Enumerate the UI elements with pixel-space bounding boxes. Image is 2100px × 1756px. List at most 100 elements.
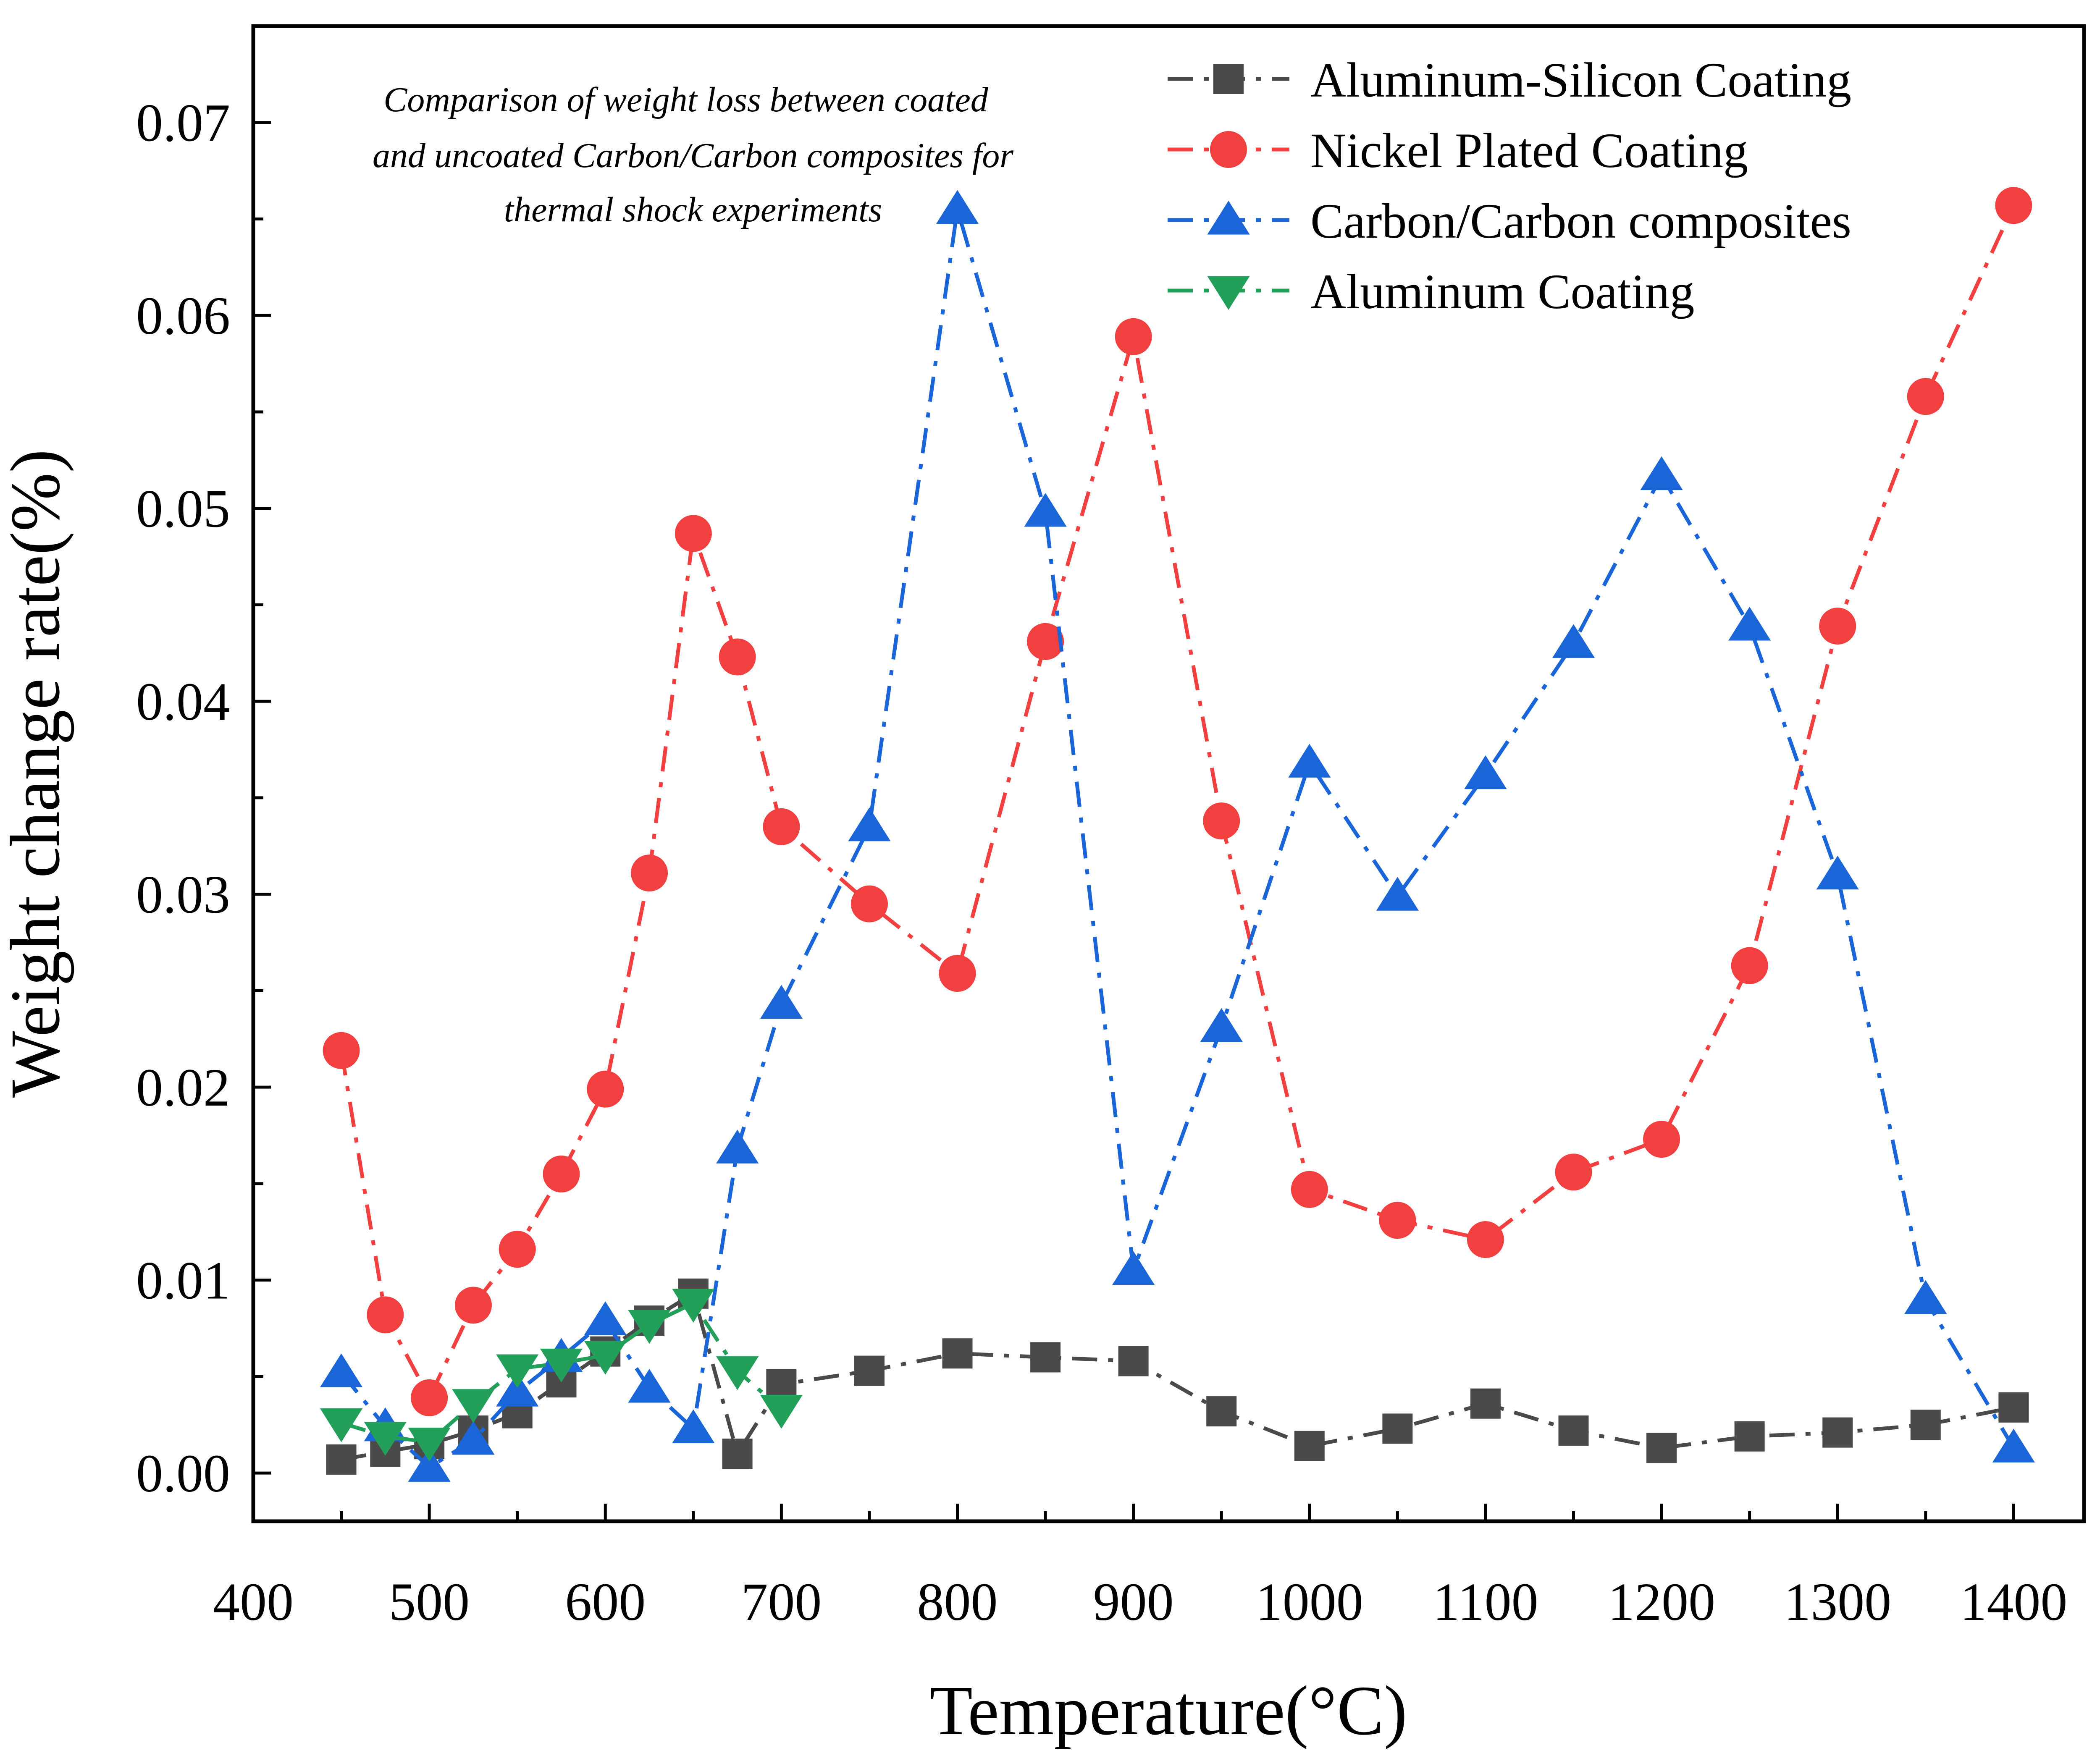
y-tick-label: 0.01 (136, 1251, 230, 1310)
data-point (1995, 187, 2032, 224)
data-point (1112, 1251, 1155, 1285)
plot-frame (251, 24, 2086, 1523)
x-tick-label: 1400 (1960, 1572, 2067, 1632)
data-point (1907, 378, 1944, 415)
legend-label: Aluminum Coating (1310, 264, 1695, 319)
y-axis-ticks: 0.00 0.01 0.02 0.03 0.04 0.05 0.06 0.07 (136, 93, 271, 1503)
annotation: Comparison of weight loss between coated… (373, 80, 1013, 229)
data-point (1646, 1433, 1677, 1463)
data-point (452, 1389, 495, 1423)
data-point (411, 1379, 448, 1416)
annotation-line-2: and uncoated Carbon/Carbon composites fo… (373, 136, 1013, 175)
x-tick-label: 400 (213, 1572, 294, 1632)
x-tick-label: 1100 (1433, 1572, 1538, 1632)
legend-label: Nickel Plated Coating (1310, 123, 1748, 178)
legend-marker (1207, 201, 1250, 235)
data-point (854, 1355, 885, 1386)
y-tick-label: 0.05 (136, 479, 230, 539)
y-tick-label: 0.02 (136, 1058, 230, 1117)
data-point (367, 1296, 404, 1334)
legend-item: Nickel Plated Coating (1168, 123, 1748, 178)
data-point (850, 885, 888, 923)
data-point (320, 1353, 363, 1387)
data-point (722, 1439, 753, 1469)
data-point (1115, 318, 1152, 355)
data-point (1643, 1121, 1680, 1158)
x-tick-label: 1000 (1256, 1572, 1363, 1632)
data-point (1291, 1171, 1328, 1208)
legend-marker (1207, 276, 1250, 310)
y-tick-label: 0.06 (136, 286, 230, 346)
x-tick-label: 700 (741, 1572, 822, 1632)
data-point (1992, 1428, 2035, 1462)
data-point (1464, 755, 1507, 789)
annotation-line-3: thermal shock experiments (504, 190, 882, 229)
series-layer (320, 187, 2035, 1482)
data-point (1640, 456, 1683, 490)
data-point (1558, 1415, 1589, 1446)
data-point (631, 854, 668, 892)
data-point (452, 1421, 495, 1455)
data-point (1027, 623, 1064, 660)
x-tick-label: 1200 (1608, 1572, 1715, 1632)
data-point (1118, 1346, 1149, 1376)
data-point (1030, 1342, 1061, 1373)
data-point (675, 515, 712, 552)
data-point (672, 1409, 715, 1443)
data-point (719, 638, 756, 676)
data-point (1467, 1221, 1504, 1258)
data-point (1552, 624, 1595, 658)
legend-item: Aluminum Coating (1168, 264, 1695, 319)
data-point (1206, 1396, 1237, 1427)
data-point (848, 807, 891, 841)
data-point (364, 1422, 407, 1456)
y-tick-label: 0.07 (136, 93, 230, 153)
data-point (1734, 1421, 1765, 1452)
data-point (716, 1356, 759, 1390)
data-point (1376, 877, 1419, 911)
x-tick-label: 900 (1093, 1572, 1174, 1632)
data-point (1555, 1153, 1592, 1191)
data-point (1910, 1410, 1941, 1440)
data-point (496, 1373, 539, 1407)
data-point (584, 1341, 627, 1375)
data-point (763, 808, 800, 845)
data-point (1816, 855, 1859, 890)
data-point (584, 1301, 627, 1335)
data-point (540, 1348, 583, 1383)
data-point (1024, 493, 1067, 527)
data-point (454, 1287, 492, 1324)
data-point (628, 1310, 671, 1344)
data-point (760, 985, 803, 1019)
data-point (942, 1338, 973, 1369)
data-point (628, 1368, 671, 1403)
data-point (323, 1032, 360, 1069)
data-point (499, 1231, 536, 1268)
series-nickel-plated-coating (323, 187, 2032, 1416)
y-axis-title: Weight change rate(%) (0, 449, 74, 1098)
legend-label: Aluminum-Silicon Coating (1310, 52, 1851, 107)
x-axis-title: Temperature(°C) (929, 1672, 1407, 1750)
data-point (1904, 1280, 1947, 1314)
data-point (766, 1369, 797, 1400)
data-point (587, 1070, 624, 1108)
x-tick-label: 600 (565, 1572, 646, 1632)
data-point (496, 1354, 539, 1389)
data-point (1294, 1431, 1325, 1461)
data-point (543, 1155, 580, 1193)
data-point (1200, 1008, 1243, 1042)
data-point (1470, 1388, 1501, 1419)
data-point (1998, 1392, 2029, 1423)
data-point (672, 1289, 715, 1323)
y-tick-label: 0.00 (136, 1444, 230, 1503)
data-point (408, 1428, 451, 1462)
data-point (716, 1130, 759, 1164)
y-tick-label: 0.04 (136, 672, 230, 731)
x-tick-label: 500 (389, 1572, 470, 1632)
data-point (1288, 744, 1331, 778)
data-point (1731, 947, 1768, 984)
data-point (320, 1408, 363, 1442)
data-point (760, 1394, 803, 1429)
